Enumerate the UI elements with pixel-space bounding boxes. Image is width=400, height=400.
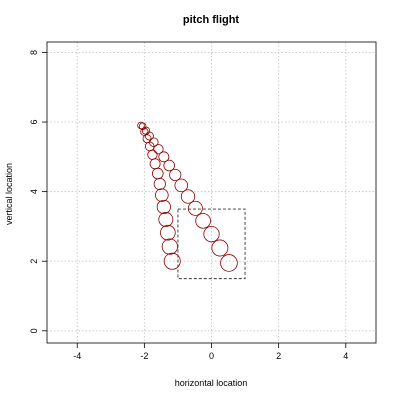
pitch-point-1-6 (152, 167, 164, 180)
pitch-point-0-5 (158, 151, 170, 163)
pitch-point-0-10 (187, 200, 203, 216)
pitch-point-0-6 (163, 159, 175, 172)
pitch-point-1-0 (137, 121, 145, 130)
strike-zone-box (177, 208, 246, 280)
pitch-point-1-9 (156, 199, 171, 215)
x-axis-label: horizontal location (175, 378, 248, 388)
pitch-point-1-10 (158, 212, 174, 227)
y-axis-label: vertical location (4, 163, 14, 225)
pitch-point-0-13 (211, 239, 229, 257)
x-tick-label-1: -2 (140, 351, 148, 361)
pitch-point-1-4 (147, 149, 158, 160)
grid (47, 42, 376, 343)
pitch-point-1-8 (155, 188, 169, 202)
x-tick-label-0: -4 (73, 351, 81, 361)
pitch-point-1-12 (161, 238, 178, 255)
chart-title: pitch flight (183, 14, 240, 26)
pitch-point-0-7 (169, 168, 182, 182)
x-tick-label-4: 4 (343, 351, 348, 361)
x-tick-label-3: 2 (276, 351, 281, 361)
pitch-point-1-5 (149, 158, 161, 170)
pitch-point-0-14 (220, 254, 238, 272)
y-tick-label-1: 2 (29, 259, 39, 264)
x-axis: -4 -2 0 2 4 (73, 343, 348, 361)
pitch-point-1-11 (160, 224, 176, 241)
y-tick-label-0: 0 (29, 328, 39, 333)
pitch-point-0-4 (153, 144, 164, 155)
pitch-point-0-12 (203, 225, 220, 243)
pitch-point-0-9 (180, 189, 196, 204)
y-tick-label-3: 6 (29, 120, 39, 125)
pitch-point-1-13 (163, 252, 181, 270)
pitch-point-0-2 (144, 131, 154, 141)
y-axis: 0 2 4 6 8 (29, 50, 47, 333)
y-tick-label-4: 8 (29, 50, 39, 55)
x-tick-label-2: 0 (209, 351, 214, 361)
pitch-point-0-8 (174, 178, 189, 193)
pitch-point-1-7 (153, 177, 166, 191)
y-tick-label-2: 4 (29, 189, 39, 194)
pitch-markers (137, 121, 238, 272)
pitch-point-0-11 (195, 213, 211, 229)
strike-zone (177, 208, 246, 280)
